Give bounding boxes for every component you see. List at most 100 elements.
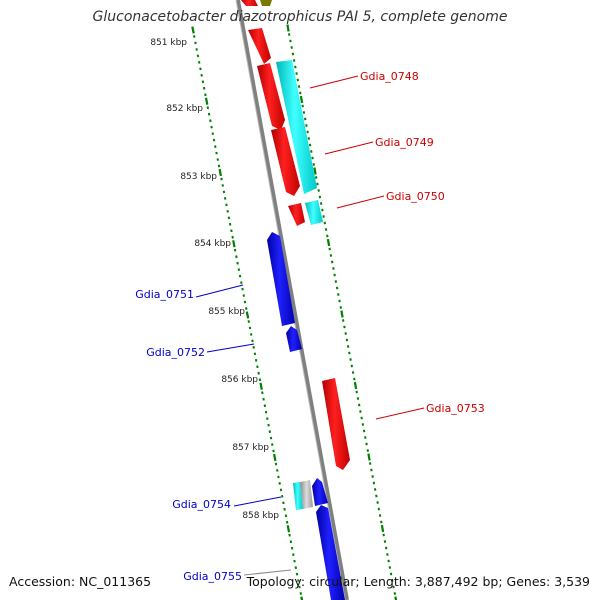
ruler-minor-tick — [329, 254, 333, 257]
ruler-minor-tick — [235, 255, 238, 259]
ruler-major-tick — [326, 238, 331, 247]
ruler-major-tick — [367, 453, 371, 461]
ruler-minor-tick — [334, 280, 338, 283]
ruler-major-tick — [353, 381, 358, 390]
ruler-minor-tick — [292, 553, 295, 557]
ruler-tick-label: 852 kbp — [166, 104, 203, 114]
ruler-dotted-track-right — [286, 24, 398, 600]
ruler-minor-tick — [346, 345, 350, 348]
leader-line-gdia-0753 — [375, 407, 425, 420]
grey-feature-gdia-0754[interactable] — [300, 480, 313, 509]
gene-feature-gdia-0752[interactable] — [286, 326, 302, 352]
cyan-feature-gdia-0750[interactable] — [305, 200, 323, 225]
gene-label-gdia-0751[interactable]: Gdia_0751 — [135, 288, 194, 301]
ruler-minor-tick — [254, 358, 258, 362]
gene-label-gdia-0748[interactable]: Gdia_0748 — [360, 70, 419, 83]
gene-feature-gdia-0751[interactable] — [267, 232, 295, 326]
ruler-minor-tick — [212, 138, 216, 142]
ruler-major-tick — [191, 26, 195, 34]
ruler-major-tick — [286, 525, 291, 533]
gene-label-gdia-0750[interactable]: Gdia_0750 — [386, 190, 445, 203]
ruler-minor-tick — [361, 423, 365, 426]
ruler-minor-tick — [311, 156, 314, 160]
olive-feature[interactable] — [260, 0, 272, 6]
gene-feature-red-top[interactable] — [248, 28, 271, 64]
ruler-minor-tick — [202, 86, 206, 90]
genome-summary-text: Topology: circular; Length: 3,887,492 bp… — [246, 574, 590, 589]
ruler-minor-tick — [338, 299, 341, 303]
ruler-minor-tick — [222, 190, 226, 194]
ruler-tick-labels: 851 kbp 852 kbp 853 kbp 854 kbp 855 kbp … — [150, 38, 279, 521]
ruler-minor-tick — [293, 559, 296, 563]
ruler-tick-label: 855 kbp — [208, 307, 245, 317]
ruler-minor-tick — [289, 39, 292, 43]
ruler-major-tick — [340, 310, 344, 318]
ruler-minor-tick — [321, 208, 324, 212]
gene-label-gdia-0754[interactable]: Gdia_0754 — [172, 498, 231, 511]
gene-features — [241, 0, 350, 600]
ruler-major-tick — [273, 453, 277, 462]
cyan-feature-gdia-0748[interactable] — [276, 60, 317, 194]
leader-line-gdia-0748 — [309, 75, 359, 89]
ruler-minor-tick — [333, 273, 336, 277]
ruler-tick-label: 854 kbp — [194, 239, 231, 249]
gene-feature-red-top-stub[interactable] — [241, 0, 258, 6]
ruler-minor-tick — [387, 559, 390, 563]
gene-feature-gdia-0748[interactable] — [257, 63, 285, 130]
gene-feature-gdia-0755[interactable] — [316, 505, 345, 600]
ruler-minor-tick — [348, 351, 351, 355]
ruler-minor-tick — [283, 507, 286, 511]
ruler-minor-tick — [356, 397, 360, 400]
ruler-minor-tick — [351, 371, 355, 374]
ruler-minor-tick — [277, 475, 280, 479]
ruler-minor-tick — [343, 325, 346, 329]
ruler-minor-tick — [267, 423, 270, 427]
ruler-minor-tick — [292, 59, 296, 62]
ruler-minor-tick — [294, 65, 297, 69]
ruler-minor-tick — [289, 540, 293, 544]
ruler-minor-tick — [392, 585, 395, 589]
ruler-minor-tick — [216, 158, 219, 161]
ruler-major-tick — [313, 167, 317, 175]
gene-feature-gdia-0750[interactable] — [288, 203, 305, 226]
accession-text: Accession: NC_011365 — [9, 574, 152, 589]
ruler-dotted-track-left — [191, 26, 304, 600]
ruler-major-tick — [380, 524, 385, 533]
leader-line-gdia-0755 — [243, 569, 292, 576]
ruler-minor-tick — [215, 151, 218, 155]
ruler-minor-tick — [276, 469, 279, 472]
ruler-minor-tick — [271, 443, 274, 446]
gene-label-gdia-0749[interactable]: Gdia_0749 — [375, 136, 434, 149]
gene-labels: Gdia_0748 Gdia_0749 Gdia_0750 Gdia_0751 … — [135, 70, 485, 583]
ruler-minor-tick — [279, 488, 283, 492]
ruler-minor-tick — [253, 352, 257, 356]
ruler-minor-tick — [209, 119, 212, 123]
ruler-major-tick — [394, 596, 398, 600]
ruler-minor-tick — [285, 520, 289, 524]
ruler-major-tick — [299, 95, 304, 104]
ruler-minor-tick — [225, 203, 228, 207]
ruler-minor-tick — [221, 184, 224, 187]
ruler-minor-tick — [231, 235, 234, 239]
ruler-minor-tick — [241, 287, 244, 291]
gene-feature-gdia-0749[interactable] — [271, 127, 300, 196]
gene-feature-gdia-0754[interactable] — [312, 478, 328, 506]
ruler-tick-label: 857 kbp — [232, 443, 269, 453]
ruler-minor-tick — [307, 137, 311, 140]
gene-label-gdia-0755[interactable]: Gdia_0755 — [183, 570, 242, 583]
ruler-major-tick — [286, 24, 290, 32]
ruler-minor-tick — [261, 391, 264, 395]
ruler-minor-tick — [257, 371, 260, 375]
map-title: Gluconacetobacter diazotrophicus PAI 5, … — [92, 9, 508, 25]
gene-label-gdia-0753[interactable]: Gdia_0753 — [426, 402, 485, 415]
ruler-minor-tick — [360, 416, 363, 420]
gene-label-gdia-0752[interactable]: Gdia_0752 — [146, 346, 205, 359]
ruler-minor-tick — [200, 73, 203, 77]
cyan-feature-gdia-0754[interactable] — [293, 482, 303, 510]
ruler-minor-tick — [378, 514, 382, 517]
gene-feature-gdia-0753[interactable] — [322, 378, 350, 470]
ruler-tick-label: 856 kbp — [221, 375, 258, 385]
leader-line-gdia-0754 — [233, 496, 282, 507]
ruler-minor-tick — [383, 540, 387, 543]
